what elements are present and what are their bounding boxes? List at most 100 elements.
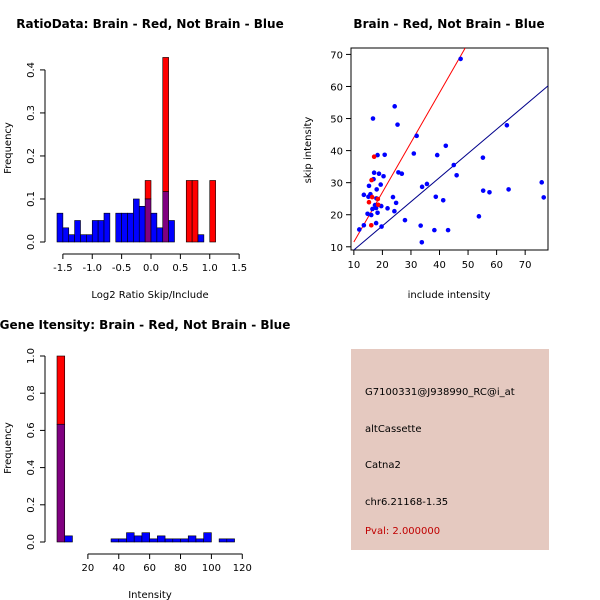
ratio-histogram-xlabel: Log2 Ratio Skip/Include bbox=[91, 290, 208, 301]
intensity-x-tick-label: 20 bbox=[82, 563, 95, 574]
intensity-bar-blue bbox=[203, 532, 212, 543]
probe-id: G7100331@J938990_RC@i_at bbox=[365, 387, 515, 398]
intensity-y-tick-label: 1.0 bbox=[26, 348, 37, 364]
gene-intensity-histogram: Gene Itensity: Brain - Red, Not Brain - … bbox=[0, 318, 290, 600]
not-brain-point bbox=[356, 227, 362, 232]
not-brain-point bbox=[366, 183, 372, 189]
not-brain-point bbox=[432, 227, 437, 233]
intensity-x-tick-label: 80 bbox=[174, 563, 187, 574]
ratio-x-tick-label: 0.0 bbox=[143, 263, 159, 274]
not-brain-point bbox=[390, 194, 396, 200]
intensity-bar-blue bbox=[133, 535, 143, 543]
ratio-bar-red bbox=[185, 180, 193, 243]
ratio-bar-blue bbox=[121, 212, 128, 243]
ratio-y-tick-label: 0.4 bbox=[26, 62, 37, 78]
brain-point bbox=[375, 202, 381, 208]
not-brain-point bbox=[539, 180, 545, 185]
intensity-y-tick-label: 0.2 bbox=[26, 497, 37, 513]
ratio-bar-overlap bbox=[162, 191, 169, 243]
scatter-x-tick-label: 70 bbox=[519, 260, 532, 271]
ratio-bar-blue bbox=[91, 220, 99, 243]
intensity-scatter: Brain - Red, Not Brain - Blue include in… bbox=[303, 17, 549, 301]
intensity-bar-blue bbox=[180, 538, 189, 543]
ratio-bar-blue bbox=[156, 227, 164, 243]
intensity-histogram-ylabel: Frequency bbox=[3, 422, 14, 474]
not-brain-point bbox=[434, 152, 440, 158]
gene-name: Catna2 bbox=[365, 460, 401, 471]
gene-info-panel: G7100331@J938990_RC@i_at altCassette Cat… bbox=[351, 349, 549, 550]
scatter-y-tick-label: 20 bbox=[330, 211, 343, 222]
not-brain-point bbox=[419, 184, 425, 190]
ratio-x-tick-label: -1.5 bbox=[53, 263, 73, 274]
brain-point bbox=[366, 199, 372, 205]
scatter-y-tick-label: 50 bbox=[330, 115, 343, 126]
not-brain-point bbox=[392, 104, 397, 109]
ratio-x-tick-label: 1.5 bbox=[231, 263, 247, 274]
intensity-bar-blue bbox=[64, 535, 73, 543]
scatter-xlabel: include intensity bbox=[408, 290, 491, 301]
not-brain-point bbox=[506, 187, 511, 192]
not-brain-point bbox=[433, 194, 439, 200]
brain-point bbox=[375, 196, 381, 202]
scatter-y-tick-label: 10 bbox=[330, 243, 343, 254]
intensity-bar-red bbox=[56, 355, 66, 425]
brain-point bbox=[368, 223, 374, 228]
ratio-bar-blue bbox=[138, 205, 146, 243]
not-brain-point bbox=[445, 227, 451, 233]
not-brain-point bbox=[451, 162, 457, 168]
scatter-x-tick-label: 20 bbox=[376, 260, 389, 271]
not-brain-point bbox=[458, 56, 463, 62]
ratio-bar-blue bbox=[168, 220, 175, 243]
not-brain-point bbox=[361, 223, 367, 228]
not-brain-point bbox=[393, 200, 399, 206]
pval-text: Pval: 2.000000 bbox=[365, 526, 441, 537]
scatter-y-tick-label: 30 bbox=[330, 179, 343, 190]
scatter-ylabel: skip intensity bbox=[303, 117, 314, 184]
not-brain-point bbox=[399, 171, 405, 176]
not-brain-point bbox=[411, 151, 417, 156]
ratio-histogram-ylabel: Frequency bbox=[3, 122, 14, 174]
not-brain-point bbox=[440, 198, 446, 203]
not-brain-point bbox=[368, 212, 374, 218]
intensity-bar-blue bbox=[149, 538, 158, 543]
not-brain-point bbox=[371, 170, 377, 176]
not-brain-point bbox=[382, 152, 387, 158]
intensity-bar-blue bbox=[187, 535, 197, 543]
ratio-bar-blue bbox=[127, 212, 134, 243]
ratio-bar-blue bbox=[56, 212, 64, 243]
ratio-bar-overlap bbox=[144, 198, 152, 243]
intensity-bar-blue bbox=[118, 538, 127, 543]
not-brain-point bbox=[419, 240, 425, 245]
intensity-bar-blue bbox=[172, 538, 181, 543]
intensity-x-tick-label: 100 bbox=[202, 563, 221, 574]
not-brain-point bbox=[370, 206, 375, 212]
ratio-x-tick-label: -1.0 bbox=[82, 263, 102, 274]
not-brain-point bbox=[374, 187, 379, 192]
intensity-bar-blue bbox=[218, 538, 228, 543]
intensity-bar-blue bbox=[141, 532, 150, 543]
intensity-x-tick-label: 60 bbox=[143, 563, 156, 574]
not-brain-point bbox=[376, 171, 382, 176]
scatter-x-tick-label: 30 bbox=[405, 260, 418, 271]
not-brain-point bbox=[392, 208, 397, 214]
ratio-bar-red bbox=[209, 180, 216, 243]
event-type: altCassette bbox=[365, 424, 422, 435]
not-brain-point bbox=[414, 133, 419, 139]
not-brain-point bbox=[361, 192, 367, 198]
not-brain-point bbox=[378, 182, 383, 187]
ratio-bar-blue bbox=[97, 220, 105, 243]
intensity-bar-blue bbox=[195, 538, 204, 543]
not-brain-point bbox=[385, 206, 390, 211]
not-brain-point bbox=[504, 122, 510, 128]
ratio-y-tick-label: 0.0 bbox=[26, 234, 37, 250]
intensity-bar-blue bbox=[110, 538, 120, 543]
ratio-y-tick-label: 0.1 bbox=[26, 191, 37, 207]
ratio-bar-blue bbox=[62, 227, 70, 243]
not-brain-point bbox=[379, 224, 384, 229]
not-brain-point bbox=[480, 155, 486, 160]
intensity-bar-blue bbox=[157, 535, 166, 543]
not-brain-point bbox=[375, 152, 380, 158]
not-brain-point bbox=[476, 214, 482, 219]
not-brain-point bbox=[443, 143, 449, 149]
not-brain-point bbox=[487, 189, 492, 195]
